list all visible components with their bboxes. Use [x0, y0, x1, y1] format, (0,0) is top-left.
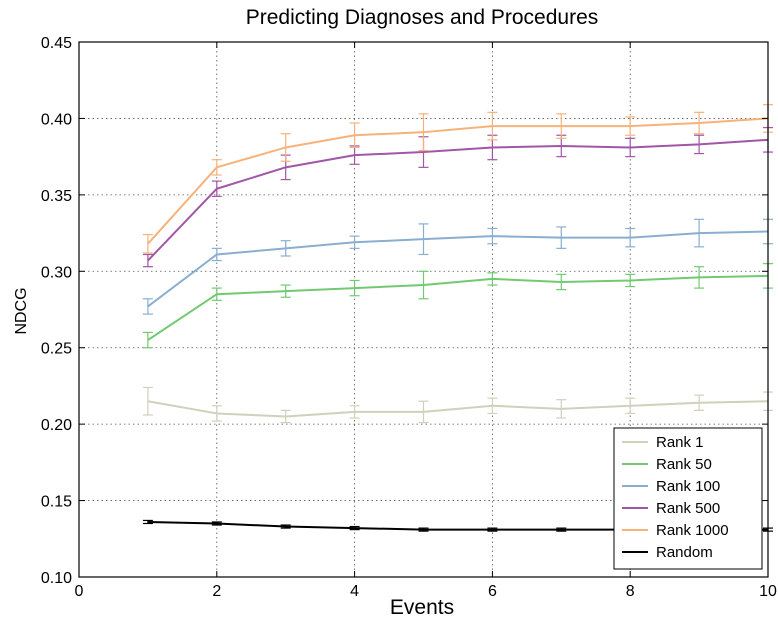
series-rank-100: [142, 218, 773, 315]
error-bar-rank-1: [418, 400, 429, 424]
chart-title: Predicting Diagnoses and Procedures: [246, 6, 599, 29]
error-bar-rank-50: [280, 284, 291, 298]
error-bar-random: [142, 519, 153, 525]
series-line-rank-500: [147, 138, 769, 262]
error-bar-rank-50: [142, 331, 153, 349]
error-bar-rank-50: [694, 266, 705, 289]
error-bar-rank-1000: [211, 159, 222, 176]
error-bar-rank-1: [280, 409, 291, 424]
error-bar-rank-100: [556, 226, 567, 249]
error-bar-rank-100: [625, 227, 636, 248]
error-bar-rank-100: [211, 247, 222, 262]
series-rank-1: [142, 386, 773, 424]
error-bar-rank-50: [556, 273, 567, 291]
x-tick-label: 6: [488, 583, 497, 600]
series-line-rank-50: [147, 274, 769, 341]
error-bar-rank-1: [487, 397, 498, 415]
error-bar-random: [211, 521, 222, 526]
error-bar-rank-1: [142, 386, 153, 416]
error-bar-random: [349, 525, 360, 531]
error-bar-rank-1000: [556, 113, 567, 139]
error-bar-rank-100: [280, 240, 291, 257]
x-tick-label: 8: [626, 583, 635, 600]
x-tick-label: 10: [759, 583, 777, 600]
series-line-rank-1000: [147, 117, 769, 245]
error-bar-rank-1: [625, 397, 636, 415]
legend-label-random: Random: [656, 544, 713, 561]
error-bar-rank-50: [349, 279, 360, 297]
error-bar-rank-50: [211, 287, 222, 301]
legend-label-rank-50: Rank 50: [656, 456, 712, 473]
error-bar-rank-1: [556, 399, 567, 419]
x-tick-label: 2: [212, 583, 221, 600]
y-tick-label: 0.25: [41, 341, 72, 358]
error-bar-rank-1: [349, 405, 360, 419]
x-tick-label: 0: [75, 583, 84, 600]
series-line-rank-1: [147, 400, 769, 418]
error-bar-random: [556, 527, 567, 532]
x-tick-label: 4: [350, 583, 359, 600]
error-bar-rank-1000: [625, 116, 636, 136]
error-bar-rank-1000: [418, 113, 429, 152]
legend-label-rank-500: Rank 500: [656, 500, 720, 517]
y-tick-label: 0.10: [41, 570, 72, 587]
plot-frame: [78, 41, 769, 578]
error-bar-rank-50: [625, 273, 636, 288]
y-tick-label: 0.30: [41, 264, 72, 281]
error-bar-rank-500: [625, 137, 636, 158]
y-axis-label: NDCG: [13, 287, 30, 334]
series-rank-1000: [142, 104, 773, 254]
error-bar-rank-50: [418, 270, 429, 300]
error-bar-rank-500: [142, 253, 153, 268]
error-bar-rank-1000: [349, 122, 360, 149]
error-bar-rank-500: [694, 134, 705, 155]
legend-box: [613, 427, 763, 570]
error-bar-rank-100: [349, 235, 360, 249]
error-bar-rank-1000: [280, 133, 291, 162]
y-tick-label: 0.40: [41, 111, 72, 128]
error-bar-rank-1000: [487, 111, 498, 141]
error-bar-rank-100: [418, 223, 429, 256]
series-rank-50: [142, 263, 773, 349]
series-rank-500: [142, 126, 773, 268]
error-bar-rank-100: [694, 218, 705, 248]
error-bar-rank-500: [211, 180, 222, 197]
error-bar-rank-1: [211, 405, 222, 422]
series-line-rank-100: [147, 230, 769, 308]
error-bar-rank-1000: [142, 234, 153, 254]
error-bar-rank-100: [487, 227, 498, 245]
error-bar-rank-1: [694, 394, 705, 411]
error-bar-random: [487, 527, 498, 532]
legend-label-rank-1000: Rank 1000: [656, 522, 729, 539]
legend: Rank 1 Rank 50 Rank 100 Rank 500 Rank 1000 Ra…: [613, 427, 763, 570]
y-tick-label: 0.15: [41, 494, 72, 511]
y-tick-label: 0.35: [41, 188, 72, 205]
error-bar-rank-100: [142, 298, 153, 315]
error-bar-random: [418, 527, 429, 532]
ticks: 0.10 0.15 0.20 0.25 0.30 0.35 0.40 0.45 0 2 4 6 8 10: [41, 35, 777, 600]
y-tick-label: 0.45: [41, 35, 72, 52]
x-axis-label: Events: [390, 596, 454, 619]
error-bar-rank-1000: [694, 111, 705, 135]
error-bar-rank-50: [487, 272, 498, 286]
error-bar-random: [280, 524, 291, 529]
legend-label-rank-1: Rank 1: [656, 434, 704, 451]
y-tick-label: 0.20: [41, 417, 72, 434]
legend-label-rank-100: Rank 100: [656, 478, 720, 495]
